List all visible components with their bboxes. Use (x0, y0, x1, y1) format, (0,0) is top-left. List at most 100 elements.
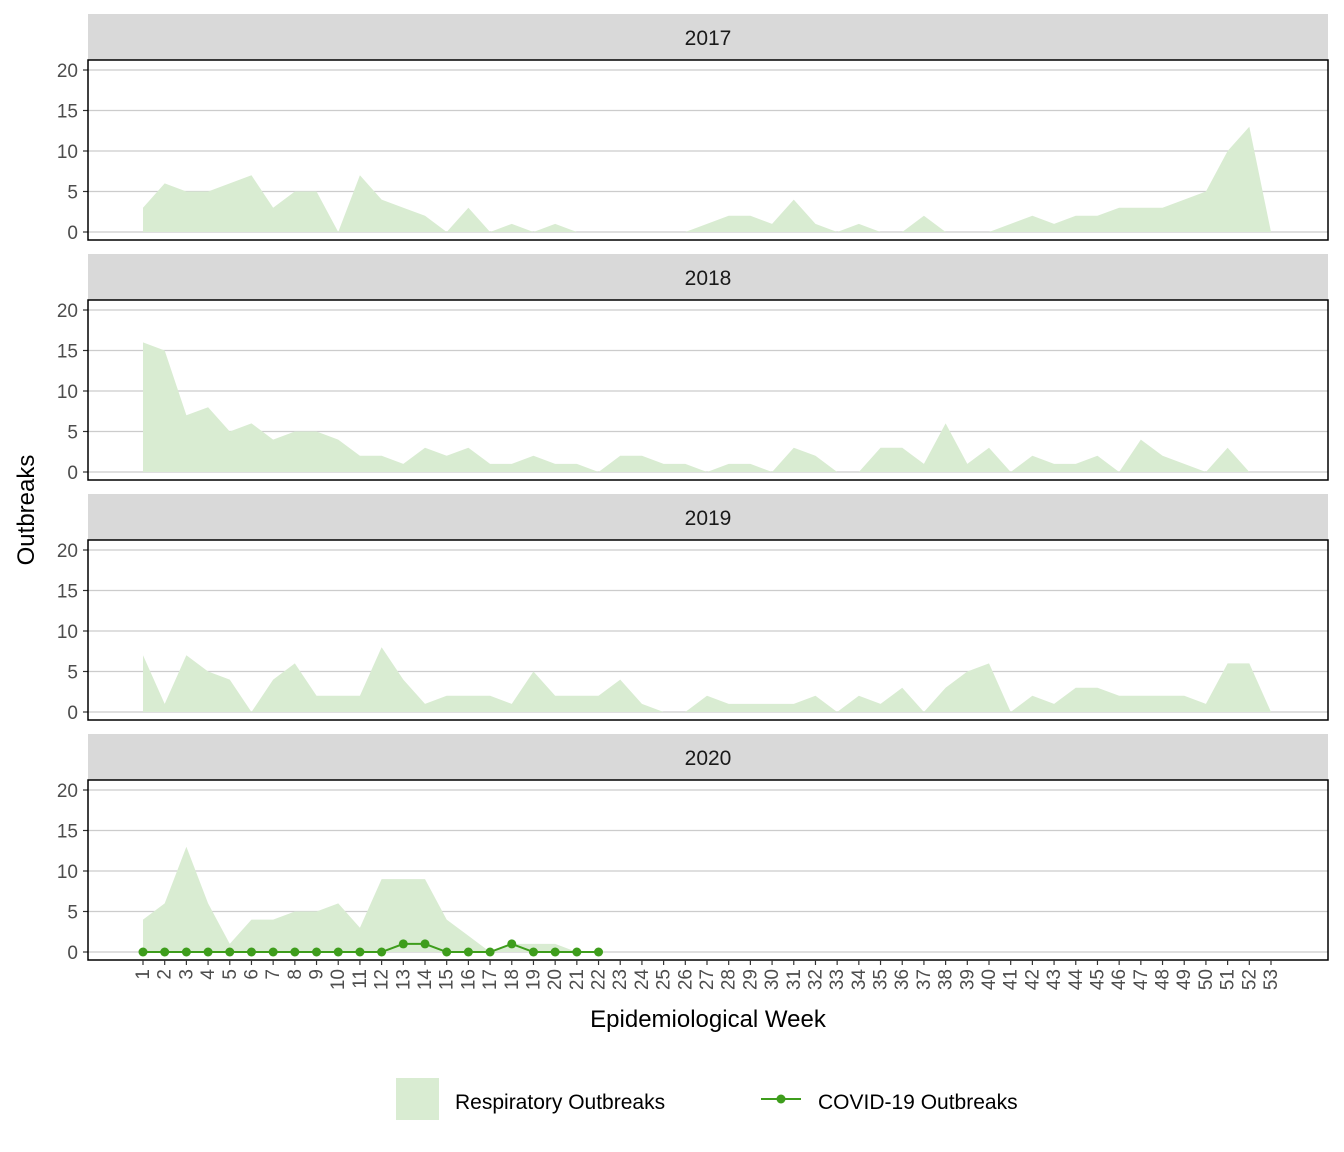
covid-19-outbreaks-point (333, 947, 343, 957)
covid-19-outbreaks-point (398, 939, 408, 949)
x-tick-label: 20 (545, 969, 566, 990)
respiratory-outbreaks-area (143, 342, 1271, 472)
panel-strip-label: 2017 (685, 27, 732, 50)
x-tick-label: 22 (589, 969, 610, 990)
covid-19-outbreaks-point (572, 947, 582, 957)
x-tick-label: 34 (849, 969, 870, 991)
x-tick-label: 14 (415, 969, 436, 991)
y-tick-label: 5 (67, 183, 78, 204)
y-tick-label: 10 (57, 142, 78, 163)
x-tick-label: 39 (957, 969, 978, 990)
chart-panels: 2017051015202018051015202019051015202020… (57, 14, 1329, 964)
covid-19-outbreaks-point (203, 947, 213, 957)
covid-19-outbreaks-point (138, 947, 148, 957)
x-tick-label: 50 (1196, 969, 1217, 990)
y-tick-label: 20 (57, 301, 78, 322)
panel-strip-label: 2020 (685, 747, 732, 770)
x-tick-label: 10 (328, 969, 349, 990)
x-tick-label: 4 (198, 969, 219, 980)
respiratory-outbreaks-area (143, 126, 1271, 232)
x-tick-label: 16 (458, 969, 479, 990)
y-tick-label: 20 (57, 781, 78, 802)
covid-19-outbreaks-point (528, 947, 538, 957)
x-tick-label: 31 (784, 969, 805, 990)
x-tick-label: 8 (285, 969, 306, 980)
x-tick-label: 9 (307, 969, 328, 980)
covid-19-outbreaks-point (246, 947, 256, 957)
y-tick-label: 10 (57, 862, 78, 883)
x-tick-label: 17 (480, 969, 501, 990)
x-tick-label: 1 (133, 969, 154, 980)
legend-key-respiratory-outbreaks (396, 1078, 439, 1120)
strip-background (88, 494, 1328, 540)
legend-label-respiratory-outbreaks: Respiratory Outbreaks (455, 1091, 665, 1114)
covid-19-outbreaks-point (181, 947, 191, 957)
respiratory-outbreaks-area (143, 647, 1271, 712)
panel-2019: 2019 0 5 10 15 20 (57, 494, 1329, 724)
x-tick-label: 44 (1066, 969, 1087, 991)
x-tick-label: 32 (805, 969, 826, 990)
x-tick-label: 19 (523, 969, 544, 990)
x-tick-label: 26 (675, 969, 696, 990)
x-tick-label: 13 (393, 969, 414, 990)
x-tick-label: 15 (437, 969, 458, 990)
x-tick-label: 33 (827, 969, 848, 990)
y-tick-label: 15 (57, 342, 78, 363)
covid-19-outbreaks-point (268, 947, 278, 957)
covid-19-outbreaks-point (377, 947, 387, 957)
x-tick-label: 42 (1022, 969, 1043, 990)
x-axis: 1 2 3 4 5 6 7 8 9 10 11 12 13 14 15 16 17 18 19 20 21 22 23 24 2… (133, 960, 1282, 990)
x-tick-label: 5 (220, 969, 241, 980)
covid-19-outbreaks-point (442, 947, 452, 957)
x-tick-label: 36 (892, 969, 913, 990)
x-tick-label: 53 (1261, 969, 1282, 990)
x-tick-label: 2 (155, 969, 176, 980)
covid-19-outbreaks-line (143, 942, 599, 953)
covid-19-outbreaks-point (290, 947, 300, 957)
y-tick-label: 10 (57, 382, 78, 403)
x-tick-label: 7 (263, 969, 284, 980)
y-tick-label: 15 (57, 102, 78, 123)
y-tick-label: 0 (67, 463, 78, 484)
x-tick-label: 30 (762, 969, 783, 990)
x-tick-label: 51 (1218, 969, 1239, 990)
legend-label-covid-19-outbreaks: COVID-19 Outbreaks (818, 1091, 1018, 1114)
x-tick-label: 40 (979, 969, 1000, 990)
y-tick-label: 0 (67, 703, 78, 724)
panel-border (87, 299, 1329, 481)
covid-19-outbreaks-point (160, 947, 170, 957)
y-axis-title: Outbreaks (13, 455, 40, 566)
x-tick-label: 49 (1174, 969, 1195, 990)
y-tick-label: 15 (57, 582, 78, 603)
x-axis-title: Epidemiological Week (590, 1006, 827, 1033)
x-tick-label: 41 (1001, 969, 1022, 990)
covid-19-outbreaks-point (507, 939, 517, 949)
panel-border (87, 539, 1329, 721)
x-tick-label: 46 (1109, 969, 1130, 990)
y-tick-label: 20 (57, 541, 78, 562)
y-tick-label: 5 (67, 663, 78, 684)
x-tick-label: 28 (719, 969, 740, 990)
strip-background (88, 734, 1328, 780)
legend-key-covid-19-point (776, 1094, 786, 1104)
y-tick-label: 10 (57, 622, 78, 643)
panel-strip-label: 2018 (685, 267, 732, 290)
y-tick-label: 5 (67, 903, 78, 924)
covid-19-outbreaks-point (355, 947, 365, 957)
covid-19-outbreaks-point (550, 947, 560, 957)
x-tick-label: 6 (241, 969, 262, 980)
x-tick-label: 29 (740, 969, 761, 990)
x-tick-label: 52 (1239, 969, 1260, 990)
covid-19-outbreaks-point (463, 947, 473, 957)
x-tick-label: 25 (654, 969, 675, 990)
panel-border (87, 59, 1329, 241)
x-tick-label: 38 (936, 969, 957, 990)
x-tick-label: 21 (567, 969, 588, 990)
x-tick-label: 24 (632, 969, 653, 991)
x-tick-label: 45 (1087, 969, 1108, 990)
x-tick-label: 37 (914, 969, 935, 990)
y-tick-label: 0 (67, 223, 78, 244)
x-tick-label: 18 (502, 969, 523, 990)
x-tick-label: 12 (372, 969, 393, 990)
